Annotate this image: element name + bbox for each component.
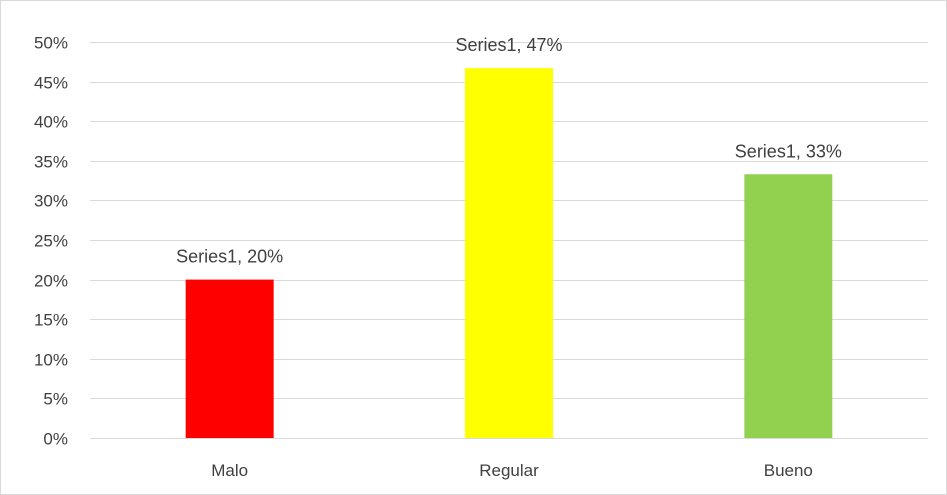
y-tick-label: 50% (34, 34, 68, 53)
category-label-malo: Malo (211, 461, 248, 480)
bar-malo (185, 279, 274, 438)
data-labels: Series1, 20% Series1, 47% Series1, 33% (176, 35, 842, 266)
data-label-bueno: Series1, 33% (735, 141, 842, 161)
x-axis-category-labels: Malo Regular Bueno (211, 461, 813, 480)
bar-bueno (744, 174, 833, 438)
y-tick-label: 5% (43, 390, 68, 409)
y-axis-tick-labels: 0% 5% 10% 15% 20% 25% 30% 35% 40% 45% 50% (34, 34, 68, 449)
data-label-regular: Series1, 47% (455, 35, 562, 55)
bar-regular (465, 68, 553, 439)
y-tick-label: 15% (34, 311, 68, 330)
y-tick-label: 25% (34, 232, 68, 251)
y-tick-label: 20% (34, 272, 68, 291)
category-label-bueno: Bueno (764, 461, 813, 480)
bars (185, 68, 833, 439)
y-tick-label: 35% (34, 153, 68, 172)
y-tick-label: 45% (34, 74, 68, 93)
data-label-malo: Series1, 20% (176, 247, 283, 267)
y-tick-label: 0% (43, 430, 68, 449)
category-label-regular: Regular (479, 461, 539, 480)
y-tick-label: 10% (34, 351, 68, 370)
y-tick-label: 30% (34, 192, 68, 211)
y-tick-label: 40% (34, 113, 68, 132)
